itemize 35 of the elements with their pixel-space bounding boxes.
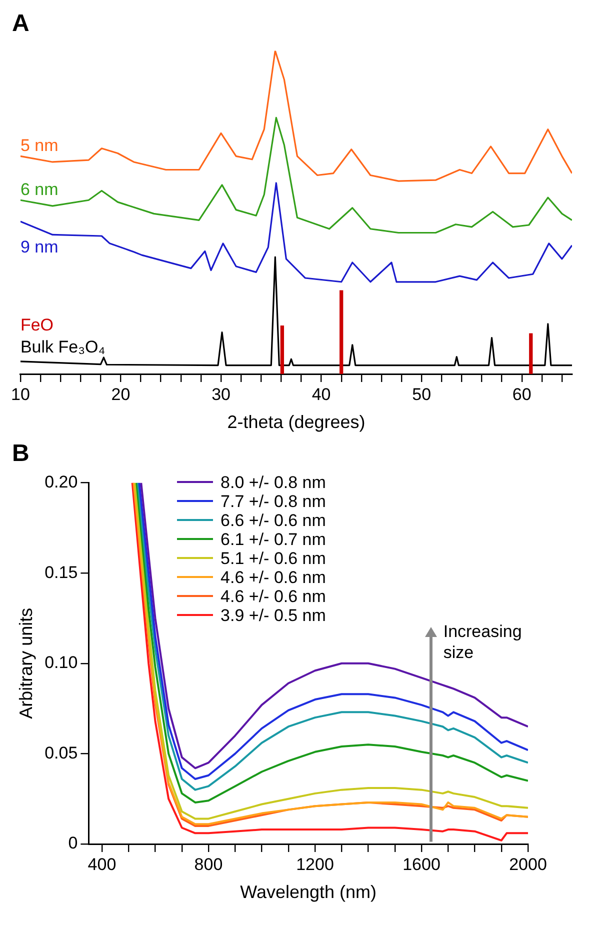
legend-label: 7.7 +/- 0.8 nm [220,492,326,511]
series-label: 9 nm [20,238,58,257]
text: FeO [20,316,54,335]
chart-title: B [12,440,30,468]
y-tick-label: 0.05 [44,743,78,762]
x-tick-label: 20 [111,384,130,404]
legend-label: 3.9 +/- 0.5 nm [220,606,326,625]
legend-label: 8.0 +/- 0.8 nm [220,472,326,492]
legend-label: 6.1 +/- 0.7 nm [220,530,326,549]
chart-title: A [12,10,30,38]
x-axis-title: 2-theta (degrees) [227,412,366,432]
x-tick-label: 40 [312,384,331,404]
series-label: 5 nm [20,136,58,156]
x-tick-label: 400 [88,854,116,874]
legend-label: 4.6 +/- 0.6 nm [220,586,326,606]
y-tick-label: 0 [68,834,78,853]
x-tick-label: 2000 [509,854,547,874]
y-axis-title: Arbitrary units [16,608,36,719]
x-tick-label: 1600 [402,854,440,874]
y-tick-label: 0.15 [44,562,78,582]
legend-label: 6.6 +/- 0.6 nm [220,510,326,530]
series-label: 6 nm [20,180,58,200]
x-tick-label: 60 [512,384,532,404]
x-axis-title: Wavelength (nm) [240,882,377,902]
y-tick-label: 0.20 [44,472,78,492]
series-label: Bulk Fe₃O₄ [20,338,106,357]
y-tick-label: 0.10 [44,653,78,672]
legend-label: 4.6 +/- 0.6 nm [220,568,326,587]
legend-label: 5.1 +/- 0.6 nm [220,548,326,568]
annotation: Increasing size [443,621,523,664]
x-tick-label: 1200 [296,854,334,874]
x-tick-label: 800 [194,854,223,874]
x-tick-label: 10 [10,384,30,404]
x-tick-label: 30 [212,384,230,404]
x-tick-label: 50 [412,384,432,404]
